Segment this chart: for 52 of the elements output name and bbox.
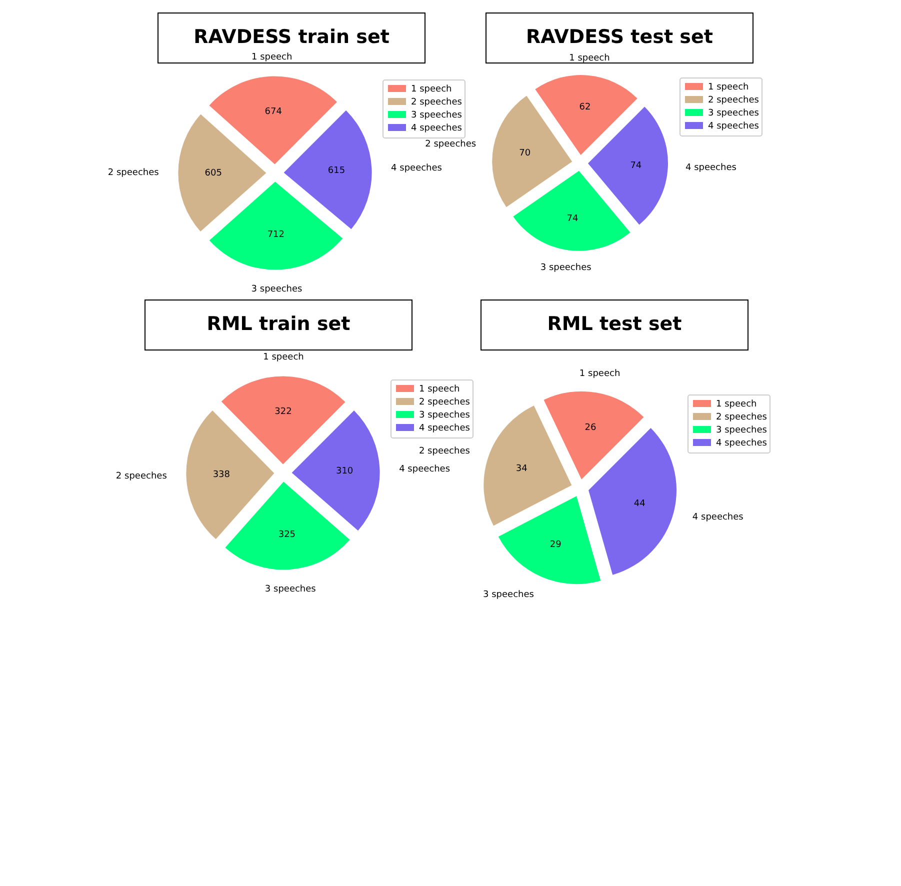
data-label: 712 (267, 230, 285, 240)
slice-label: 4 speeches (391, 163, 442, 174)
slice-label: 3 speeches (483, 590, 534, 600)
data-label: 70 (519, 148, 531, 158)
legend-label: 1 speech (411, 84, 452, 94)
legend-label: 1 speech (419, 384, 460, 394)
data-label: 338 (212, 470, 230, 480)
data-label: 62 (579, 102, 591, 113)
legend-label: 4 speeches (411, 123, 462, 134)
legend-label: 3 speeches (419, 410, 470, 420)
data-label: 29 (550, 540, 562, 550)
slice-label: 3 speeches (264, 584, 316, 594)
legend-label: 2 speeches (716, 412, 768, 422)
chart-title: RML test set (547, 313, 682, 335)
slice-label: 2 speeches (108, 168, 160, 178)
chart-title: RAVDESS train set (194, 26, 390, 48)
slice-label: 1 speech (579, 368, 620, 380)
legend-label: 3 speeches (708, 108, 760, 118)
data-label: 34 (516, 464, 528, 474)
slice-label: 1 speech (263, 352, 304, 362)
chart-title: RAVDESS test set (526, 26, 713, 48)
slice-label: 2 speeches (418, 446, 470, 456)
slice-label: 1 speech (569, 53, 610, 64)
slice-label: 2 speeches (425, 140, 476, 150)
slice-label: 3 speeches (540, 263, 592, 274)
data-label: 674 (264, 106, 282, 117)
legend-label: 3 speeches (411, 110, 462, 120)
data-label: 325 (278, 530, 296, 540)
chart-title: RML train set (206, 313, 350, 335)
data-label: 615 (328, 166, 346, 176)
legend-label: 4 speeches (716, 438, 768, 448)
legend-label: 2 speeches (411, 97, 462, 108)
legend-label: 2 speeches (419, 397, 470, 408)
slice-label: 2 speeches (116, 471, 168, 482)
legend-label: 4 speeches (419, 423, 470, 434)
slice-label: 4 speeches (685, 163, 737, 174)
slice-label: 3 speeches (251, 284, 303, 295)
slice-label: 4 speeches (399, 464, 450, 475)
legend-label: 1 speech (716, 399, 757, 410)
data-label: 74 (630, 160, 642, 171)
legend-label: 4 speeches (708, 121, 760, 132)
data-label: 26 (584, 422, 596, 433)
data-label: 44 (634, 498, 646, 509)
data-label: 310 (336, 466, 354, 476)
data-label: 322 (274, 406, 292, 417)
legend-label: 2 speeches (708, 95, 760, 106)
data-label: 74 (566, 214, 578, 224)
slice-label: 4 speeches (692, 512, 744, 523)
slice-label: 1 speech (251, 52, 292, 62)
data-label: 605 (204, 168, 222, 178)
legend-label: 1 speech (708, 82, 749, 92)
legend-label: 3 speeches (716, 425, 768, 436)
